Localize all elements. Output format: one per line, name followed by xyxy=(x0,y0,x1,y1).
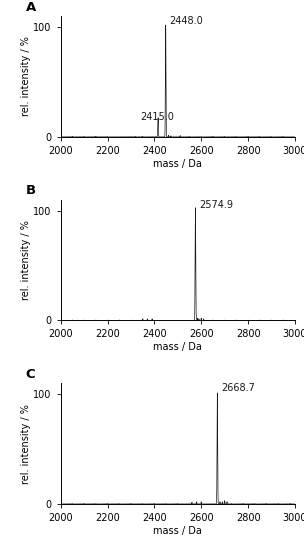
Y-axis label: rel. intensity / %: rel. intensity / % xyxy=(21,220,31,300)
X-axis label: mass / Da: mass / Da xyxy=(154,526,202,536)
Y-axis label: rel. intensity / %: rel. intensity / % xyxy=(21,37,31,116)
Text: B: B xyxy=(26,184,36,197)
Text: 2448.0: 2448.0 xyxy=(169,16,203,26)
Text: 2668.7: 2668.7 xyxy=(221,383,255,393)
Y-axis label: rel. intensity / %: rel. intensity / % xyxy=(21,404,31,483)
Text: C: C xyxy=(26,368,35,381)
Text: 2415.0: 2415.0 xyxy=(140,112,174,121)
X-axis label: mass / Da: mass / Da xyxy=(154,158,202,169)
Text: 2574.9: 2574.9 xyxy=(199,199,233,210)
X-axis label: mass / Da: mass / Da xyxy=(154,342,202,353)
Text: A: A xyxy=(26,1,36,14)
